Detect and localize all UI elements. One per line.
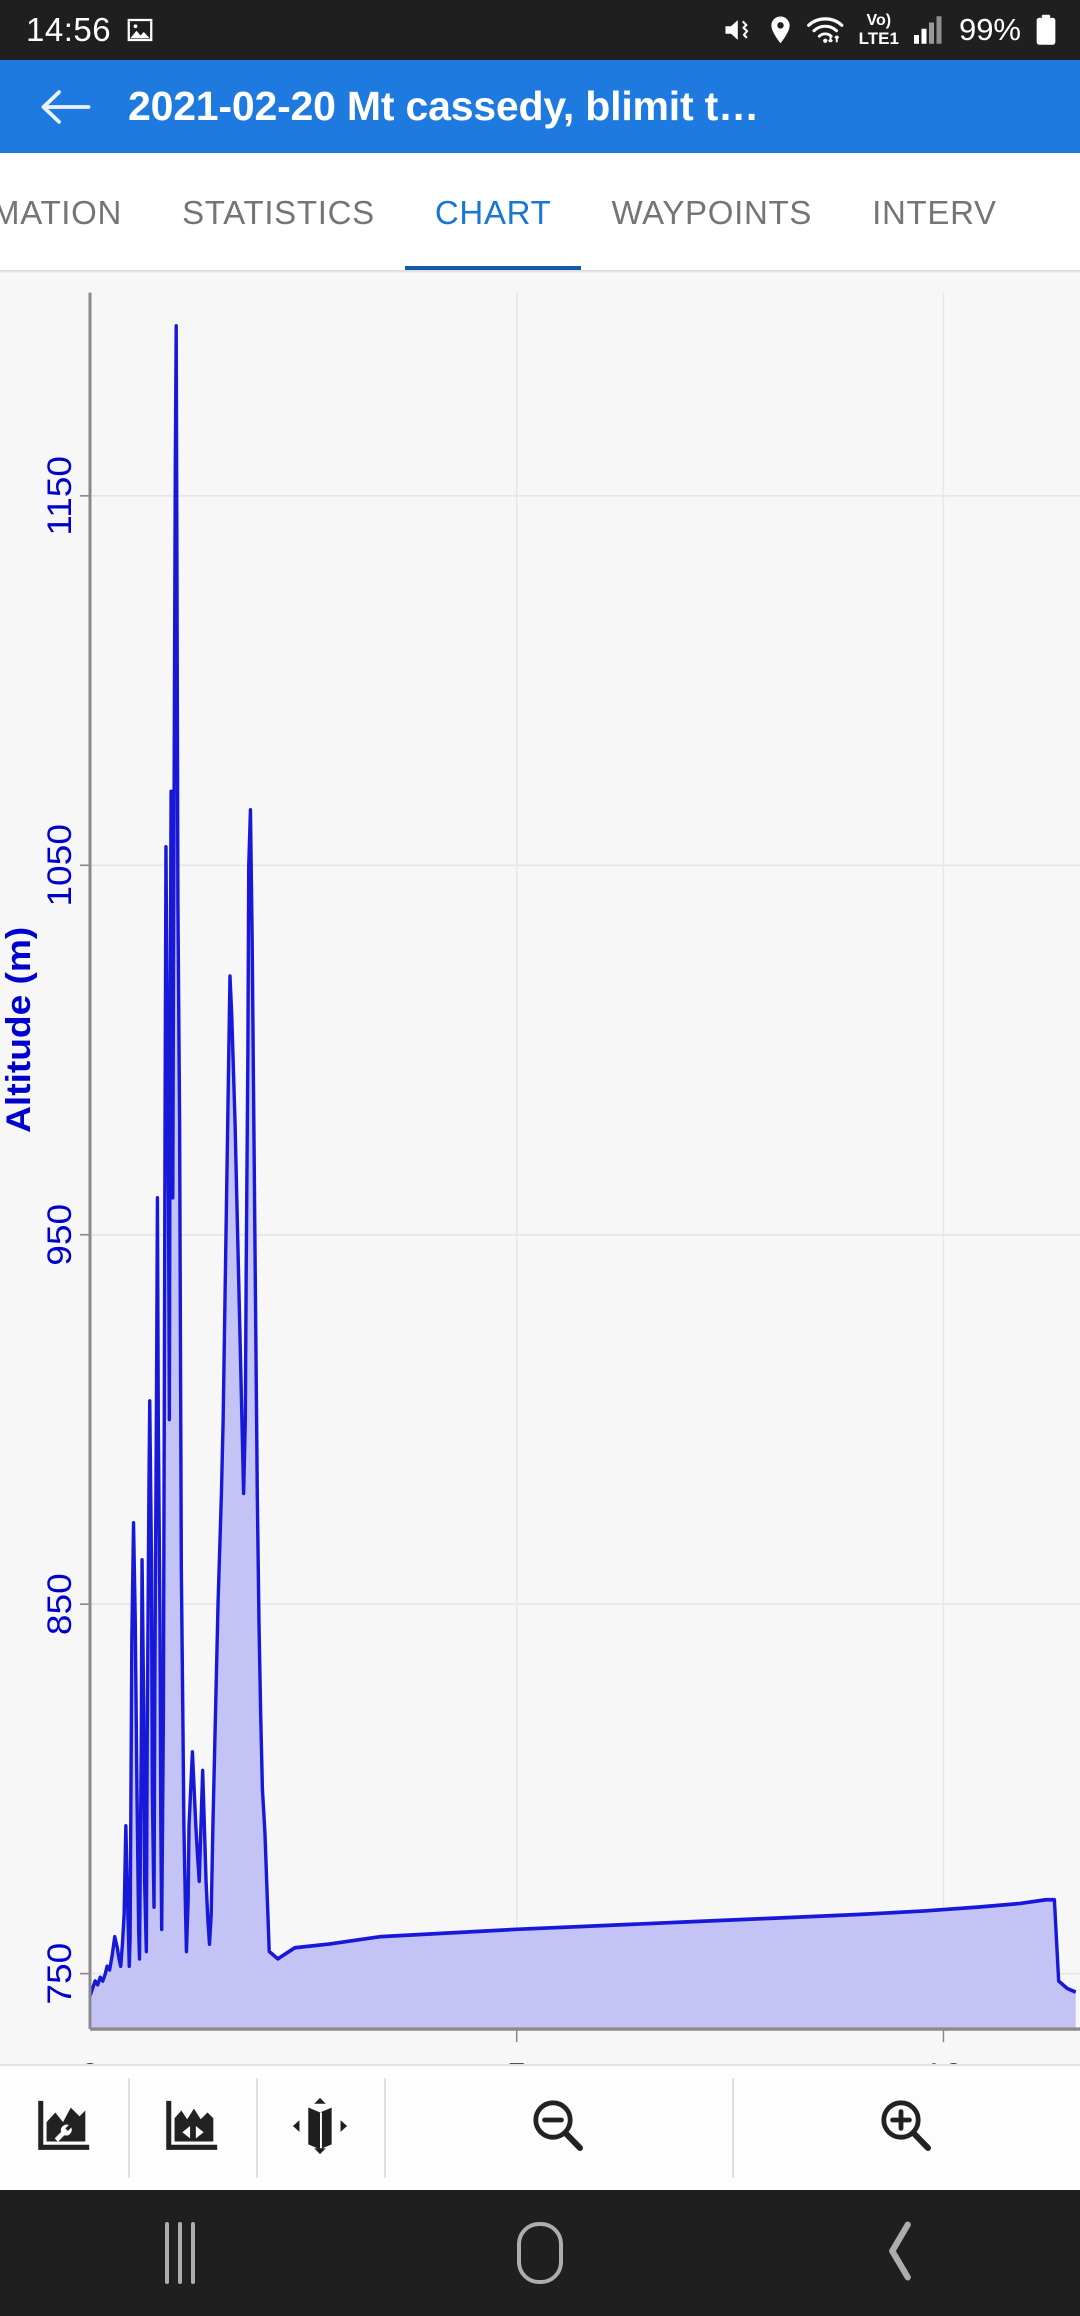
signal-bars-icon	[912, 15, 946, 45]
magnifier-minus-icon	[526, 2094, 590, 2163]
altitude-chart[interactable]: 750850950105011500510Altitude (m)Distanc…	[0, 273, 1080, 2064]
tab-chart[interactable]: CHART	[404, 153, 582, 273]
zoom-in-button[interactable]	[732, 2066, 1080, 2190]
recents-button[interactable]	[105, 2190, 255, 2316]
tab-intervals[interactable]: INTERV	[872, 194, 997, 231]
tab-waypoints[interactable]: WAYPOINTS	[611, 194, 813, 231]
mute-vibrate-icon	[723, 15, 755, 45]
y-tick-label: 1150	[40, 456, 78, 536]
battery-percent-label: 99%	[958, 12, 1021, 47]
wifi-icon	[806, 15, 846, 45]
volte-label-bottom: LTE1	[858, 29, 899, 48]
battery-icon	[1034, 14, 1058, 46]
chart-arrows-icon	[161, 2095, 223, 2162]
image-icon	[125, 15, 155, 45]
map-arrows-icon	[289, 2095, 351, 2162]
x-tick-label: 5	[507, 2055, 527, 2064]
tab-bar[interactable]: MATION STATISTICS CHART WAYPOINTS INTERV	[0, 153, 1080, 273]
altitude-line	[88, 324, 1077, 1997]
status-bar-clock: 14:56	[26, 11, 112, 48]
chevron-left-icon	[882, 2220, 918, 2287]
status-bar-left: 14:56	[26, 11, 155, 49]
x-tick-label: 0	[80, 2055, 100, 2064]
page-title: 2021-02-20 Mt cassedy, blimit t…	[128, 83, 759, 129]
arrow-left-icon[interactable]	[38, 79, 94, 135]
y-tick-label: 1050	[40, 824, 78, 907]
tab-information[interactable]: MATION	[0, 194, 123, 231]
chart-fit-horizontal-button[interactable]	[128, 2066, 256, 2190]
app-bar: 2021-02-20 Mt cassedy, blimit t…	[0, 60, 1080, 153]
y-tick-label: 750	[40, 1943, 78, 2005]
y-tick-label: 950	[40, 1204, 78, 1266]
chart-toolbar[interactable]	[0, 2064, 1080, 2190]
home-button[interactable]	[465, 2190, 615, 2316]
back-button[interactable]	[825, 2190, 975, 2316]
map-pan-button[interactable]	[256, 2066, 384, 2190]
y-tick-label: 850	[40, 1573, 78, 1635]
magnifier-plus-icon	[874, 2094, 938, 2163]
tab-statistics[interactable]: STATISTICS	[182, 194, 375, 231]
zoom-out-button[interactable]	[384, 2066, 732, 2190]
volte-icon: Vo) LTE1	[858, 12, 899, 48]
location-pin-icon	[768, 15, 793, 45]
android-nav-bar[interactable]	[0, 2190, 1080, 2316]
status-bar: 14:56	[0, 0, 1080, 60]
volte-label-top: Vo)	[866, 12, 892, 29]
home-icon	[517, 2222, 563, 2284]
chart-wrench-icon	[33, 2095, 95, 2162]
recents-icon	[165, 2222, 195, 2284]
status-bar-right: Vo) LTE1 99%	[723, 12, 1058, 48]
y-axis-title: Altitude (m)	[0, 927, 38, 1133]
chart-canvas[interactable]: 750850950105011500510Altitude (m)Distanc…	[0, 273, 1080, 2064]
x-tick-label: 10	[923, 2055, 963, 2064]
chart-settings-button[interactable]	[0, 2066, 128, 2190]
